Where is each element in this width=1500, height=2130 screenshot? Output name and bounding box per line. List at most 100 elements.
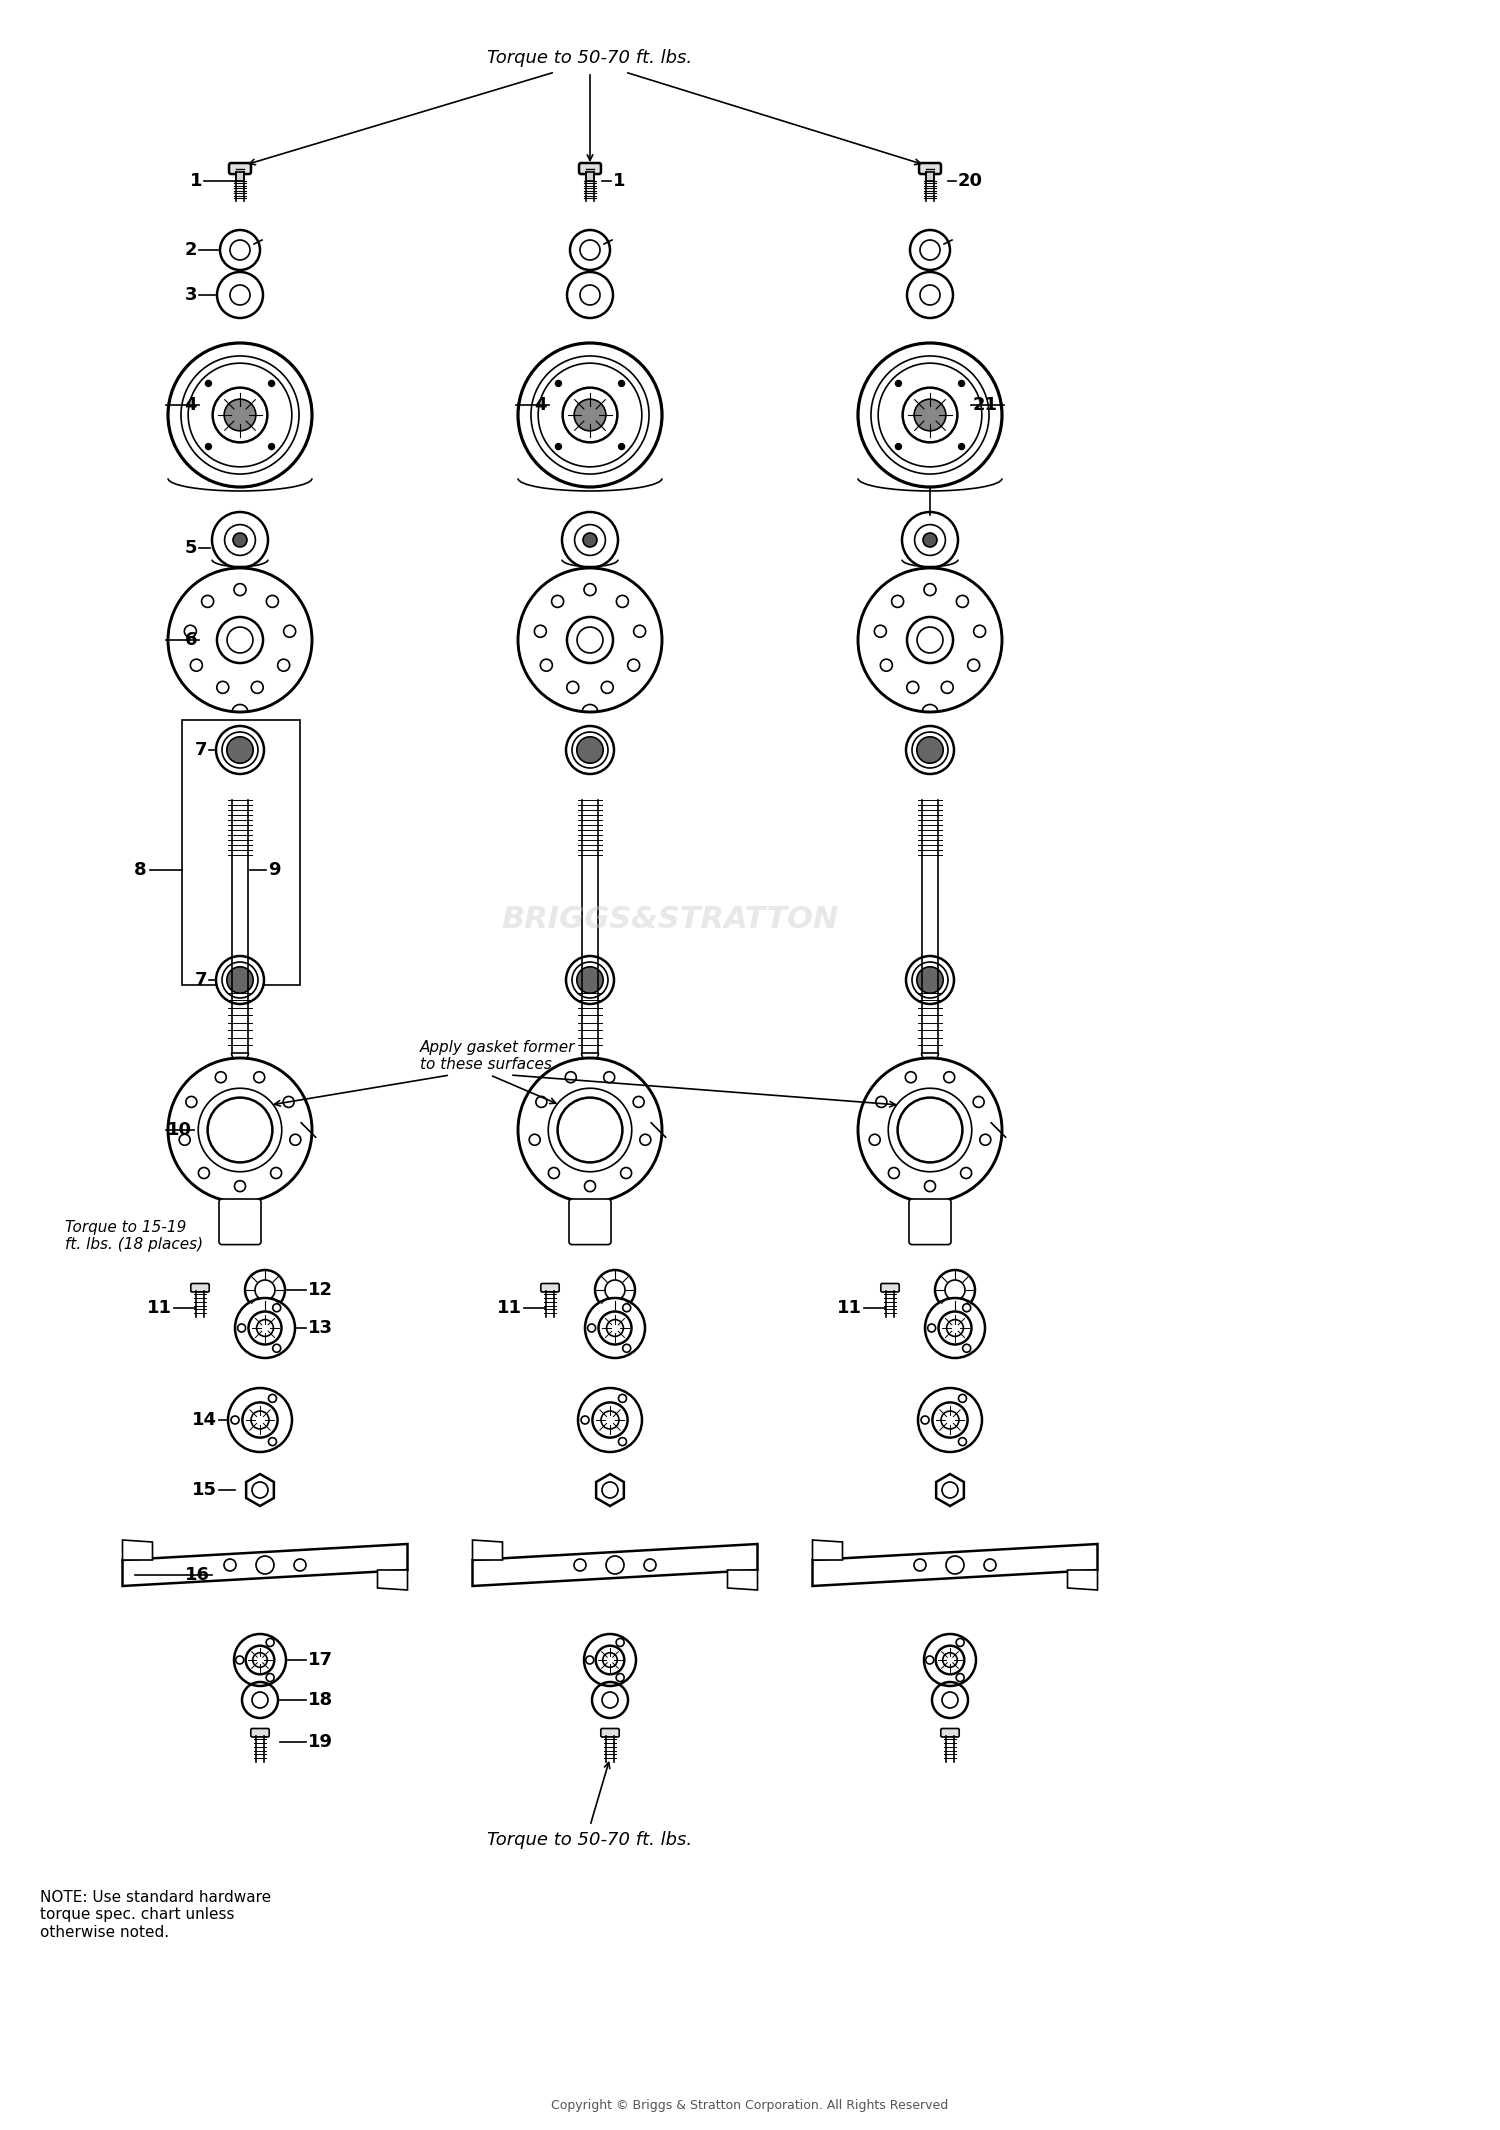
Circle shape xyxy=(603,1653,618,1668)
Circle shape xyxy=(960,1167,972,1178)
Text: 9: 9 xyxy=(268,861,280,880)
Circle shape xyxy=(858,569,1002,711)
Circle shape xyxy=(278,658,290,671)
Circle shape xyxy=(217,682,229,694)
Bar xyxy=(922,861,938,993)
Circle shape xyxy=(942,1482,958,1497)
Circle shape xyxy=(974,1097,984,1108)
Circle shape xyxy=(936,1646,964,1674)
Circle shape xyxy=(584,584,596,596)
Circle shape xyxy=(567,682,579,694)
Circle shape xyxy=(921,1416,928,1425)
Circle shape xyxy=(567,618,614,662)
Text: 11: 11 xyxy=(837,1299,862,1316)
Circle shape xyxy=(284,626,296,637)
Circle shape xyxy=(858,343,1002,488)
Circle shape xyxy=(618,443,624,449)
Circle shape xyxy=(246,1646,274,1674)
Circle shape xyxy=(284,1097,294,1108)
Circle shape xyxy=(574,1559,586,1572)
Circle shape xyxy=(518,343,662,488)
Circle shape xyxy=(874,626,886,637)
Circle shape xyxy=(926,1655,933,1664)
Circle shape xyxy=(216,956,264,1003)
Text: Torque to 50-70 ft. lbs.: Torque to 50-70 ft. lbs. xyxy=(488,1832,693,1849)
Text: BRIGGS&STRATTON: BRIGGS&STRATTON xyxy=(501,905,839,935)
Circle shape xyxy=(956,1674,964,1681)
Circle shape xyxy=(255,1280,274,1299)
FancyBboxPatch shape xyxy=(940,1730,958,1736)
Bar xyxy=(926,173,934,181)
Polygon shape xyxy=(472,1544,758,1587)
Circle shape xyxy=(602,1482,618,1497)
FancyBboxPatch shape xyxy=(579,164,602,175)
Text: 6: 6 xyxy=(184,630,196,650)
Circle shape xyxy=(268,1438,276,1446)
Circle shape xyxy=(290,1135,302,1146)
Circle shape xyxy=(944,1071,954,1082)
Circle shape xyxy=(896,381,902,386)
Circle shape xyxy=(916,967,944,993)
Circle shape xyxy=(891,596,903,607)
Circle shape xyxy=(268,1395,276,1402)
Text: 1: 1 xyxy=(189,173,202,190)
Text: 11: 11 xyxy=(496,1299,522,1316)
Text: 12: 12 xyxy=(308,1280,333,1299)
Circle shape xyxy=(602,682,613,694)
Circle shape xyxy=(858,1059,1002,1201)
Circle shape xyxy=(266,1638,274,1646)
Circle shape xyxy=(958,1395,966,1402)
Circle shape xyxy=(908,682,920,694)
Circle shape xyxy=(968,658,980,671)
Circle shape xyxy=(606,1557,624,1574)
Circle shape xyxy=(598,1312,632,1344)
Text: 4: 4 xyxy=(184,396,196,413)
Circle shape xyxy=(939,1312,972,1344)
Circle shape xyxy=(633,626,645,637)
Circle shape xyxy=(216,1071,226,1082)
Text: 8: 8 xyxy=(134,861,147,880)
Circle shape xyxy=(942,1653,957,1668)
Circle shape xyxy=(536,1097,548,1108)
Circle shape xyxy=(224,398,256,430)
Circle shape xyxy=(578,1389,642,1453)
Circle shape xyxy=(534,626,546,637)
FancyBboxPatch shape xyxy=(880,1284,898,1293)
Circle shape xyxy=(926,1297,986,1359)
Circle shape xyxy=(558,1097,622,1163)
Text: 7: 7 xyxy=(195,741,207,758)
Text: 15: 15 xyxy=(192,1480,217,1500)
Circle shape xyxy=(184,626,196,637)
Circle shape xyxy=(273,1344,280,1353)
Text: Torque to 50-70 ft. lbs.: Torque to 50-70 ft. lbs. xyxy=(488,49,693,66)
Circle shape xyxy=(906,1071,916,1082)
Circle shape xyxy=(924,1634,976,1687)
FancyBboxPatch shape xyxy=(251,1730,268,1736)
Polygon shape xyxy=(936,1474,964,1506)
Text: 17: 17 xyxy=(308,1651,333,1670)
Circle shape xyxy=(211,511,268,569)
Circle shape xyxy=(206,381,212,386)
FancyBboxPatch shape xyxy=(602,1730,619,1736)
Circle shape xyxy=(226,737,254,763)
Circle shape xyxy=(622,1344,630,1353)
Circle shape xyxy=(518,1059,662,1201)
Circle shape xyxy=(616,596,628,607)
Circle shape xyxy=(268,443,274,449)
Polygon shape xyxy=(813,1544,1098,1587)
Circle shape xyxy=(578,967,603,993)
Polygon shape xyxy=(1068,1570,1098,1589)
Polygon shape xyxy=(472,1540,502,1559)
Circle shape xyxy=(552,596,564,607)
Circle shape xyxy=(596,1269,634,1310)
Circle shape xyxy=(566,956,614,1003)
Circle shape xyxy=(942,1691,958,1708)
Circle shape xyxy=(924,584,936,596)
Circle shape xyxy=(945,1280,964,1299)
Circle shape xyxy=(236,1297,296,1359)
Circle shape xyxy=(588,1325,596,1331)
Circle shape xyxy=(584,532,597,547)
Circle shape xyxy=(963,1304,970,1312)
Circle shape xyxy=(633,1097,644,1108)
Circle shape xyxy=(555,381,561,386)
